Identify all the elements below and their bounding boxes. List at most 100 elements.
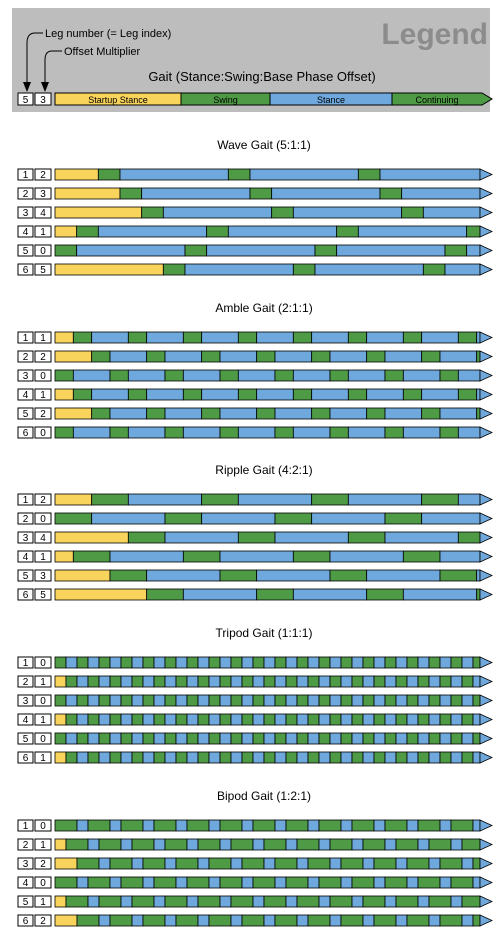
stance-segment xyxy=(366,569,441,582)
stance-segment xyxy=(307,819,320,832)
stance-segment xyxy=(428,914,441,927)
gait-title: Amble Gait (2:1:1) xyxy=(215,301,312,315)
swing-segment xyxy=(237,531,276,544)
stance-segment xyxy=(76,675,89,688)
stance-segment xyxy=(318,751,331,764)
stance-segment xyxy=(65,694,78,707)
swing-segment xyxy=(285,751,298,764)
stance-segment xyxy=(307,732,320,745)
stance-segment xyxy=(439,550,481,563)
swing-segment xyxy=(307,857,331,870)
offset-multiplier: 0 xyxy=(40,371,46,382)
swing-segment xyxy=(347,531,386,544)
offset-multiplier-box xyxy=(34,656,52,669)
offset-multiplier: 2 xyxy=(40,495,46,506)
swing-segment xyxy=(72,331,93,344)
swing-segment xyxy=(285,713,298,726)
stance-segment xyxy=(263,732,276,745)
stance-segment xyxy=(197,656,210,669)
stance-segment xyxy=(131,732,144,745)
stance-segment xyxy=(263,656,276,669)
continuing-arrow-icon xyxy=(479,819,493,832)
stance-segment xyxy=(197,914,210,927)
stance-segment xyxy=(472,751,481,764)
stance-segment xyxy=(472,713,481,726)
swing-segment xyxy=(340,914,364,927)
swing-segment xyxy=(54,694,67,707)
continuing-arrow-icon xyxy=(479,206,493,219)
startup-stance-segment xyxy=(54,675,67,688)
stance-segment xyxy=(98,713,111,726)
stance-segment xyxy=(384,895,397,908)
stance-segment xyxy=(340,675,353,688)
continuing-arrow-icon xyxy=(479,588,493,601)
stance-segment xyxy=(379,168,481,181)
leg-number: 4 xyxy=(23,227,29,238)
stance-segment xyxy=(384,407,423,420)
stance-segment xyxy=(450,838,463,851)
stance-segment xyxy=(164,914,177,927)
stance-segment xyxy=(373,819,386,832)
swing-segment xyxy=(329,838,353,851)
stance-segment xyxy=(142,713,155,726)
continuing-arrow-icon xyxy=(479,751,493,764)
offset-multiplier: 0 xyxy=(40,696,46,707)
legend-offset-multiplier-box xyxy=(34,92,52,106)
swing-segment xyxy=(472,914,481,927)
offset-multiplier-box xyxy=(34,426,52,439)
swing-segment xyxy=(395,751,408,764)
swing-segment xyxy=(329,895,353,908)
leg-number-box xyxy=(17,426,34,439)
stance-segment xyxy=(98,914,111,927)
stance-segment xyxy=(395,732,408,745)
continuing-arrow-icon xyxy=(479,244,493,257)
swing-segment xyxy=(252,819,276,832)
stance-segment xyxy=(98,857,111,870)
stance-segment xyxy=(285,656,298,669)
gait-title: Wave Gait (5:1:1) xyxy=(217,138,311,152)
stance-segment xyxy=(417,732,430,745)
swing-segment xyxy=(197,713,210,726)
leg-number: 6 xyxy=(23,590,29,601)
swing-segment xyxy=(362,895,386,908)
stance-segment xyxy=(472,876,481,889)
stance-segment xyxy=(417,838,430,851)
continuing-arrow-icon xyxy=(479,350,493,363)
swing-segment xyxy=(450,819,474,832)
stance-segment xyxy=(318,713,331,726)
swing-segment xyxy=(186,694,199,707)
stance-segment xyxy=(292,369,331,382)
swing-segment xyxy=(201,493,239,506)
stance-segment xyxy=(182,588,258,601)
swing-segment xyxy=(186,656,199,669)
swing-segment xyxy=(340,857,364,870)
stance-segment xyxy=(351,732,364,745)
stance-segment xyxy=(164,675,177,688)
stance-segment xyxy=(184,263,294,276)
stance-segment xyxy=(461,694,474,707)
stance-segment xyxy=(87,895,100,908)
swing-segment xyxy=(362,656,375,669)
leg-number-box xyxy=(17,838,34,851)
stance-segment xyxy=(417,694,430,707)
offset-multiplier-box xyxy=(34,675,52,688)
continuing-arrow-icon xyxy=(479,225,493,238)
stance-segment xyxy=(366,331,404,344)
leg-number: 2 xyxy=(23,352,29,363)
stance-segment xyxy=(164,350,203,363)
leg-number-box xyxy=(17,263,34,276)
swing-segment xyxy=(146,350,166,363)
swing-segment xyxy=(252,656,265,669)
stance-segment xyxy=(476,331,481,344)
swing-segment xyxy=(182,388,203,401)
swing-segment xyxy=(439,369,459,382)
offset-multiplier-box xyxy=(34,225,52,238)
swing-segment xyxy=(175,857,199,870)
swing-segment xyxy=(142,857,166,870)
